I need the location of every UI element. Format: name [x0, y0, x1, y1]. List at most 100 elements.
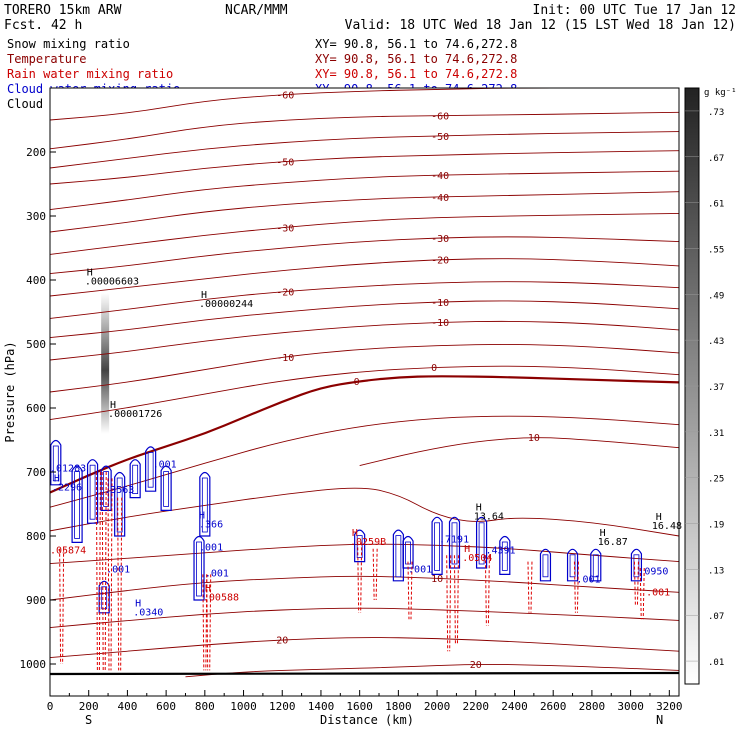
isotherm-line — [49, 607, 680, 628]
field-extremum-label: H — [600, 528, 606, 539]
cloud-water-contour — [434, 522, 440, 571]
snow-layer — [101, 292, 110, 434]
cloud-water-contour — [566, 548, 579, 582]
cloud-water-contour — [592, 554, 599, 578]
isotherm-line — [49, 170, 680, 211]
x-tick-label: 2400 — [501, 700, 528, 713]
x-tick-label: 2800 — [579, 700, 606, 713]
isotherm-label: -40 — [431, 171, 449, 182]
field-extremum-label: H — [199, 511, 205, 522]
isotherm-line — [49, 212, 680, 255]
legend-xy: XY= 90.8, 56.1 to 74.6,272.8 — [315, 52, 517, 66]
field-extremum-label: H — [205, 584, 211, 595]
cloud-water-layer — [50, 439, 643, 614]
field-extremum-label: H — [110, 400, 116, 411]
field-extremum-label: H — [87, 268, 93, 279]
cloud-water-contour — [539, 548, 552, 582]
cloud-water-contour — [569, 554, 576, 578]
cloud-water-contour — [114, 471, 126, 537]
colorbar-label: .61 — [708, 200, 724, 210]
cloud-water-contour — [395, 535, 402, 578]
colorbar-label: .73 — [708, 108, 724, 118]
field-extremum-label: .00588 — [203, 593, 239, 604]
isotherm-label: -60 — [431, 112, 449, 123]
isotherm-label: -60 — [276, 90, 294, 101]
cloud-water-contour — [74, 471, 80, 539]
cloud-water-contour — [356, 535, 363, 558]
isotherm-label: 20 — [470, 660, 482, 671]
plot-background — [50, 88, 679, 696]
rain-contour — [95, 471, 101, 671]
x-tick-label: 3200 — [656, 700, 683, 713]
field-extremum-label: .001 — [153, 460, 177, 471]
field-extremum-label: .2296 — [52, 483, 82, 494]
x-tick-label: 200 — [79, 700, 99, 713]
cloud-water-contour — [98, 580, 110, 614]
model-title: TORERO 15km ARW — [4, 3, 122, 18]
field-extremum-label: .001 — [106, 564, 130, 575]
isotherm-label: -20 — [431, 256, 449, 267]
colorbar-label: .13 — [708, 566, 724, 576]
cloud-water-contour — [71, 465, 83, 543]
y-tick-label: 1000 — [20, 658, 47, 671]
field-extremum-label: .001 — [576, 575, 600, 586]
colorbar-label: .55 — [708, 245, 724, 255]
cloud-water-contour — [129, 459, 141, 499]
cloud-water-contour — [542, 554, 549, 578]
init-time: Init: 00 UTC Tue 17 Jan 12 — [533, 3, 737, 18]
org-label: NCAR/MMM — [225, 3, 288, 18]
colorbar-label: .67 — [708, 154, 724, 164]
legend-label: Snow mixing ratio — [7, 37, 130, 51]
colorbar: g kg⁻¹ .01 .07 .13 .19 .25 .31 .37 .43 .49 .55 .61… — [684, 87, 737, 685]
field-extremum-label: .4391 — [485, 545, 515, 556]
isotherm-line — [49, 487, 680, 537]
cloud-water-contour — [633, 554, 640, 578]
field-extremum-label: .00000244 — [199, 299, 253, 310]
cloud-water-contour — [147, 451, 154, 488]
cloud-water-contour — [86, 459, 99, 524]
rain-contour — [117, 497, 123, 671]
x-tick-label: 1400 — [308, 700, 335, 713]
colorbar-label: .01 — [708, 658, 724, 668]
rain-contour — [372, 548, 378, 601]
cloud-water-contour — [402, 535, 414, 569]
x-axis-label: Distance (km) — [320, 713, 414, 727]
field-extremum-label: .00006603 — [85, 276, 139, 287]
x-tick-label: 600 — [156, 700, 176, 713]
colorbar-label: .07 — [708, 612, 724, 622]
y-tick-label: 700 — [26, 466, 46, 479]
x-tick-label: 3000 — [617, 700, 644, 713]
isotherm-line — [49, 343, 680, 393]
field-extremum-label: .001 — [408, 564, 432, 575]
colorbar-label: .19 — [708, 521, 724, 531]
cloud-water-contour — [89, 464, 96, 520]
field-extremum-label: .0950 — [638, 566, 668, 577]
isotherm-line — [49, 111, 680, 150]
y-tick-label: 300 — [26, 210, 46, 223]
x-tick-label: 400 — [117, 700, 137, 713]
isotherm-line — [49, 365, 680, 420]
field-extremum-label: .001 — [199, 543, 223, 554]
field-extremum-label: H — [135, 598, 141, 609]
colorbar-label: .43 — [708, 337, 724, 347]
isotherm-line — [49, 150, 680, 185]
field-extremum-label: .0504 — [462, 553, 492, 564]
isotherm-label: -40 — [431, 193, 449, 204]
field-extremum-label: 16.48 — [652, 521, 682, 532]
cloud-water-contour — [163, 471, 170, 507]
cloud-water-contour — [431, 516, 443, 575]
legend-xy: XY= 90.8, 56.1 to 74.6,272.8 — [315, 37, 517, 51]
isotherm-line — [359, 437, 680, 467]
field-extremum-label: .0259B — [350, 537, 386, 548]
cloud-water-contour — [630, 548, 643, 582]
isotherm-line — [49, 375, 680, 494]
isotherm-label: 10 — [431, 574, 443, 585]
rain-contour — [527, 561, 533, 613]
isotherm-label: 0 — [354, 377, 360, 388]
colorbar-label: .31 — [708, 429, 724, 439]
field-extremum-label: .05874 — [50, 545, 86, 556]
plot-area: -60 -60 -50 -50 -40 -40 -30 -30 -20 -20 -10 -10 -10 0… — [49, 87, 682, 697]
x-tick-label: 1600 — [346, 700, 373, 713]
cloud-water-contour — [100, 465, 112, 511]
